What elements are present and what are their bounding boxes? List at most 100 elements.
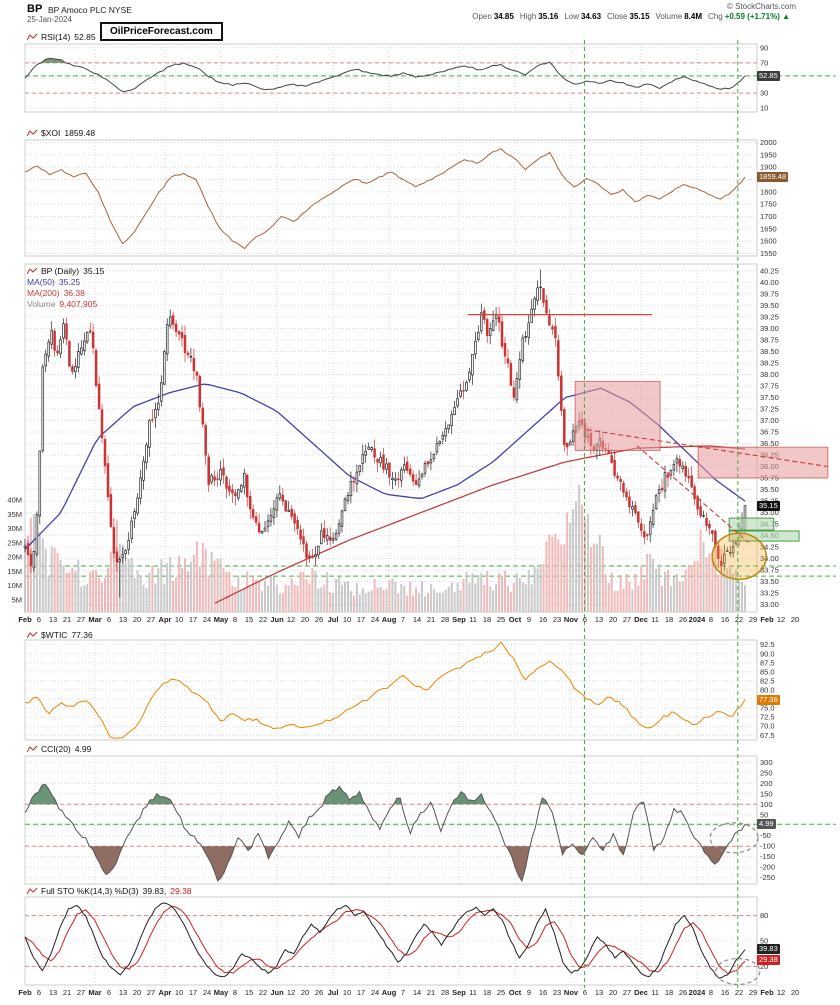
sto-k-line [24,902,746,979]
svg-text:14: 14 [413,988,421,997]
quote-low-value: 34.63 [581,12,602,21]
ma50-name: MA(50) [27,277,55,287]
svg-text:8: 8 [233,988,237,997]
quote-volume-value: 8.4M [684,12,703,21]
svg-text:13: 13 [119,615,127,624]
svg-text:11: 11 [469,988,477,997]
svg-text:Dec: Dec [634,615,648,624]
svg-text:20: 20 [791,615,799,624]
svg-text:30M: 30M [7,524,22,533]
svg-text:13: 13 [595,615,603,624]
svg-text:1950: 1950 [760,150,777,159]
wtic-value-badge: 77.36 [757,695,780,705]
rsi-value: 52.85 [74,32,96,42]
svg-text:38.00: 38.00 [760,370,779,379]
svg-text:5M: 5M [12,595,22,604]
svg-text:38.75: 38.75 [760,335,779,344]
quote-high-value: 35.16 [538,12,559,21]
svg-text:75.0: 75.0 [760,704,775,713]
svg-text:18: 18 [483,988,491,997]
xoi-panel: 2000195019001850180017501700165016001550 [24,138,777,258]
svg-text:22: 22 [735,615,743,624]
indicator-icon [26,33,38,41]
wtic-title: $WTIC [41,630,68,640]
sto-k-value: 39.83, [142,886,167,896]
svg-text:27: 27 [77,615,85,624]
svg-text:26: 26 [679,615,687,624]
wtic-line [25,641,746,739]
svg-text:20: 20 [609,615,617,624]
svg-text:33.25: 33.25 [760,589,779,598]
company-name: BP Amoco PLC NYSE [48,5,132,15]
svg-text:22: 22 [735,988,743,997]
svg-text:92.5: 92.5 [760,640,775,649]
sto-panel: 80 50 20 [24,896,768,986]
svg-text:7: 7 [401,988,405,997]
svg-text:27: 27 [623,615,631,624]
svg-text:9: 9 [527,615,531,624]
svg-text:17: 17 [189,988,197,997]
sto-d-value: 29.38 [170,886,192,896]
quote-volume-label: Volume [655,12,683,21]
svg-text:200: 200 [760,779,773,788]
wtic-value: 77.36 [71,630,93,640]
svg-text:Dec: Dec [634,988,648,997]
svg-text:27: 27 [623,988,631,997]
svg-text:300: 300 [760,758,773,767]
svg-text:70: 70 [760,58,768,67]
svg-text:40.00: 40.00 [760,278,779,287]
svg-text:Feb: Feb [18,615,32,624]
svg-text:21: 21 [63,615,71,624]
svg-text:36.75: 36.75 [760,428,779,437]
svg-text:39.50: 39.50 [760,301,779,310]
svg-text:12: 12 [287,615,295,624]
svg-text:20: 20 [133,615,141,624]
quote-close-label: Close [607,12,628,21]
resistance-zone [574,380,661,451]
watermark-link[interactable]: OilPriceForecast.com [100,22,223,41]
svg-text:16: 16 [539,615,547,624]
svg-text:29: 29 [749,988,757,997]
svg-text:20: 20 [301,615,309,624]
svg-text:15: 15 [245,615,253,624]
cci-label: CCI(20) 4.99 [26,744,92,754]
svg-text:20M: 20M [7,553,22,562]
svg-text:May: May [214,988,229,997]
volume-bars [24,485,746,612]
svg-text:1800: 1800 [760,187,777,196]
quote-chg-value: +0.59 (+1.71%) ▲ [724,12,790,21]
ma200-label: MA(200) 36.38 [27,288,85,298]
xoi-value: 1859.48 [64,128,96,138]
svg-text:13: 13 [595,988,603,997]
svg-text:17: 17 [357,615,365,624]
svg-text:13: 13 [119,988,127,997]
svg-text:38.50: 38.50 [760,347,779,356]
svg-text:-200: -200 [760,863,775,872]
quote-low-label: Low [564,12,580,21]
svg-text:34.25: 34.25 [760,543,779,552]
svg-text:-250: -250 [760,873,775,882]
ma200-value: 36.38 [63,288,85,298]
cci-value-badge: 4.99 [757,819,776,829]
highlight-ellipse [711,532,767,581]
svg-text:90.0: 90.0 [760,649,775,658]
cci-value: 4.99 [74,744,92,754]
cci-title: CCI(20) [41,744,71,754]
svg-text:27: 27 [147,988,155,997]
svg-text:80.0: 80.0 [760,686,775,695]
sto-d-badge: 29.38 [757,955,780,965]
svg-text:6: 6 [107,988,111,997]
svg-text:11: 11 [469,615,477,624]
svg-text:2000: 2000 [760,138,777,147]
price-value-badge: 35.15 [757,501,780,511]
ma200-name: MA(200) [27,288,60,298]
svg-text:Oct: Oct [509,988,522,997]
svg-text:-150: -150 [760,852,775,861]
ticker-symbol: BP [27,3,43,15]
svg-text:16: 16 [721,615,729,624]
xoi-line [24,147,746,250]
svg-text:Jul: Jul [328,615,339,624]
svg-text:24: 24 [203,615,211,624]
rsi-title: RSI(14) [41,32,71,42]
indicator-icon [26,745,38,753]
